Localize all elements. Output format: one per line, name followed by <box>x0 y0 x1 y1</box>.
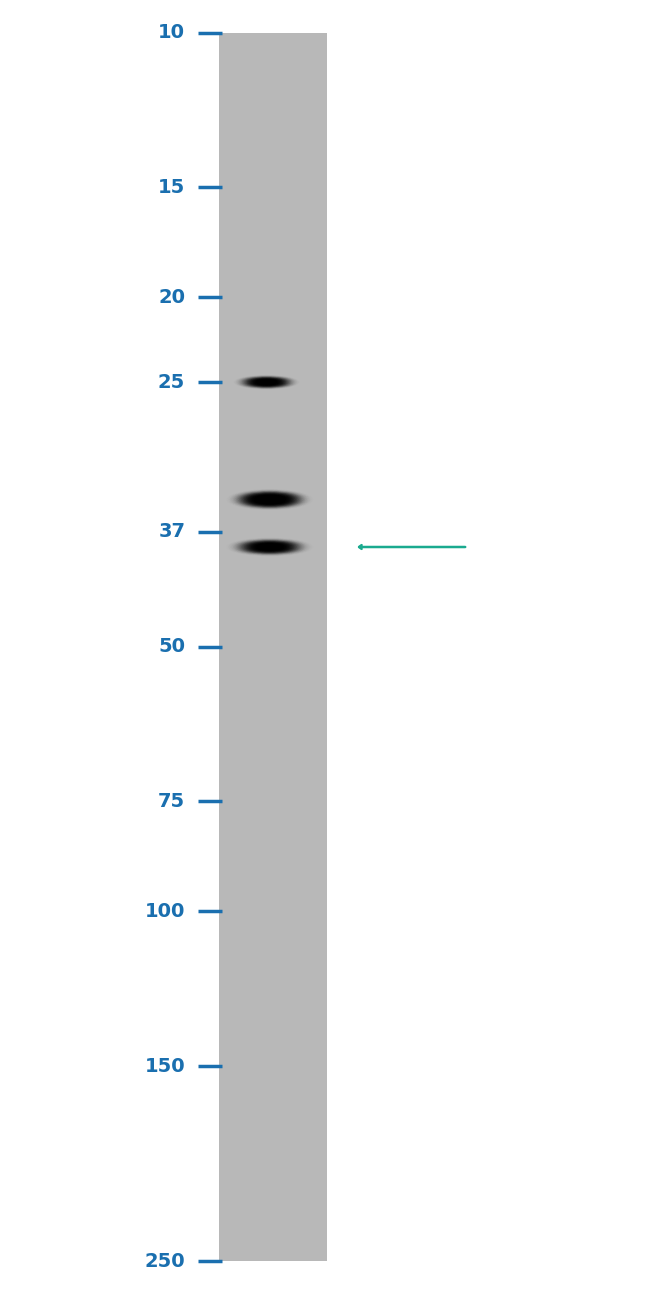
Ellipse shape <box>260 497 280 502</box>
Ellipse shape <box>249 378 284 386</box>
Ellipse shape <box>255 497 285 503</box>
Bar <box>219 32 326 1261</box>
Text: 50: 50 <box>158 637 185 656</box>
Ellipse shape <box>263 381 270 384</box>
Ellipse shape <box>260 381 273 384</box>
Ellipse shape <box>255 380 278 385</box>
Ellipse shape <box>257 381 276 384</box>
Ellipse shape <box>239 541 300 554</box>
Ellipse shape <box>239 493 300 507</box>
Ellipse shape <box>242 377 291 387</box>
Ellipse shape <box>253 380 280 385</box>
Ellipse shape <box>240 377 292 387</box>
Ellipse shape <box>244 377 289 387</box>
Ellipse shape <box>246 378 287 386</box>
Ellipse shape <box>254 543 286 550</box>
Ellipse shape <box>261 545 278 549</box>
Text: 75: 75 <box>158 792 185 811</box>
Text: 15: 15 <box>158 178 185 196</box>
Text: 37: 37 <box>158 523 185 541</box>
Ellipse shape <box>254 380 280 385</box>
Ellipse shape <box>236 491 304 507</box>
Ellipse shape <box>249 494 291 504</box>
Ellipse shape <box>248 378 285 386</box>
Ellipse shape <box>246 494 294 506</box>
Ellipse shape <box>250 495 289 504</box>
Ellipse shape <box>235 491 305 508</box>
Ellipse shape <box>252 543 288 551</box>
Ellipse shape <box>240 493 299 507</box>
Ellipse shape <box>252 495 288 504</box>
Ellipse shape <box>247 494 292 504</box>
Text: 10: 10 <box>158 23 185 42</box>
Ellipse shape <box>261 498 278 502</box>
Ellipse shape <box>240 541 299 552</box>
Ellipse shape <box>263 498 277 502</box>
Ellipse shape <box>265 498 275 501</box>
Ellipse shape <box>252 380 281 385</box>
Ellipse shape <box>258 497 281 502</box>
Text: 100: 100 <box>145 902 185 920</box>
Ellipse shape <box>250 543 289 551</box>
Ellipse shape <box>242 493 297 506</box>
Ellipse shape <box>238 491 302 507</box>
Text: 25: 25 <box>158 373 185 391</box>
Ellipse shape <box>257 545 283 550</box>
Ellipse shape <box>259 381 274 384</box>
Ellipse shape <box>247 542 292 551</box>
Ellipse shape <box>242 377 291 387</box>
Ellipse shape <box>236 540 304 554</box>
Ellipse shape <box>250 378 283 386</box>
Ellipse shape <box>242 541 297 552</box>
Text: 150: 150 <box>144 1057 185 1075</box>
Ellipse shape <box>256 380 277 385</box>
Ellipse shape <box>244 542 296 552</box>
Ellipse shape <box>245 378 288 386</box>
Ellipse shape <box>244 494 296 506</box>
Ellipse shape <box>238 541 302 554</box>
Ellipse shape <box>249 542 291 551</box>
Text: 20: 20 <box>158 287 185 307</box>
Ellipse shape <box>254 495 286 503</box>
Ellipse shape <box>265 546 275 549</box>
Ellipse shape <box>263 546 277 549</box>
Text: 250: 250 <box>144 1252 185 1270</box>
Ellipse shape <box>257 497 283 503</box>
Ellipse shape <box>258 545 281 550</box>
Ellipse shape <box>261 381 272 384</box>
Ellipse shape <box>260 545 280 549</box>
Ellipse shape <box>246 542 294 552</box>
Ellipse shape <box>255 543 285 550</box>
